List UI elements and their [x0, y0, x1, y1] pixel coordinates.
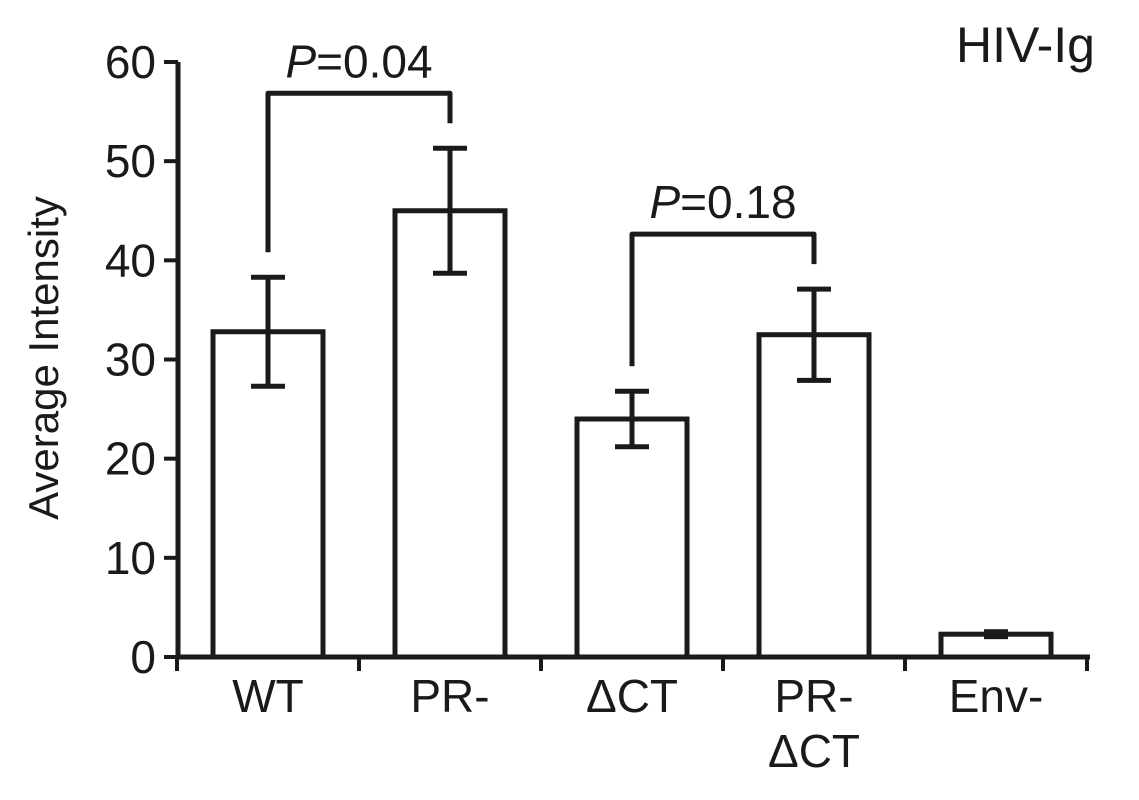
significance-bracket	[629, 231, 817, 367]
x-tick-label: Env-	[949, 670, 1044, 722]
y-axis-title: Average Intensity	[20, 196, 67, 520]
x-tick-label: PR-	[410, 670, 489, 722]
bar	[756, 332, 872, 660]
y-tick-label: 30	[105, 334, 156, 386]
x-tick-label: WT	[232, 670, 304, 722]
error-bar	[984, 629, 1008, 640]
p-value-label: P=0.18	[649, 176, 796, 228]
bars	[210, 208, 1054, 660]
significance-bracket	[265, 90, 453, 253]
x-tick-label: PR-	[774, 670, 853, 722]
error-bars	[251, 145, 1008, 640]
y-tick-label: 40	[105, 234, 156, 286]
axes: 0 10 20 30 40 50 60	[105, 36, 1090, 683]
y-tick-label: 10	[105, 532, 156, 584]
chart-title: HIV-Ig	[956, 17, 1095, 73]
y-tick-label: 60	[105, 36, 156, 88]
y-tick-label: 0	[130, 631, 156, 683]
x-tick-label: ΔCT	[586, 670, 678, 722]
x-tick-label: ΔCT	[768, 725, 860, 777]
p-value-label: P=0.04	[285, 35, 432, 87]
bar	[574, 416, 690, 660]
bar	[392, 208, 508, 660]
y-tick-label: 50	[105, 135, 156, 187]
y-tick-label: 20	[105, 433, 156, 485]
significance-brackets: P=0.04 P=0.18	[265, 35, 817, 367]
